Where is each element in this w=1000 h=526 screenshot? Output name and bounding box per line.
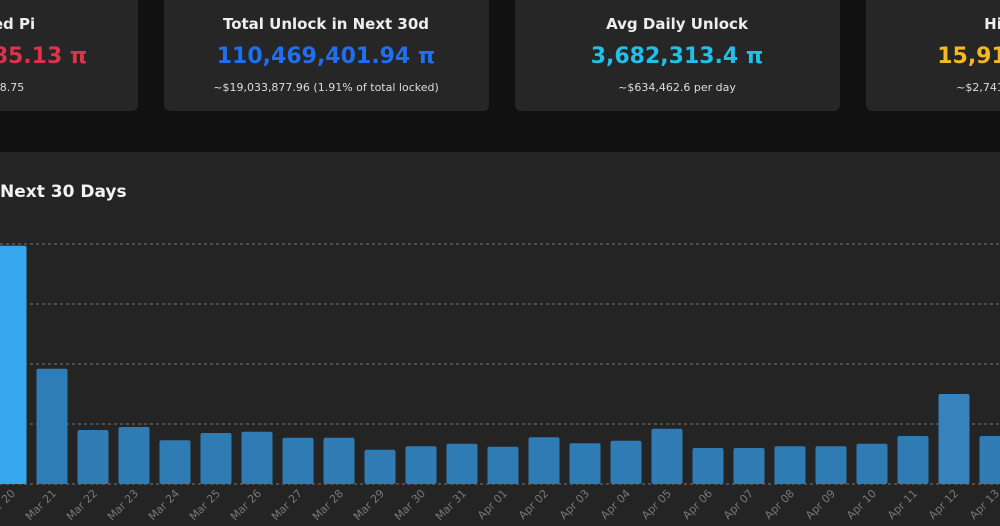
- bar: [815, 446, 847, 484]
- bar: [405, 446, 437, 484]
- card-subtitle: ~$19,033,877.96 (1.91% of total locked): [213, 81, 439, 94]
- card: [515, 0, 840, 111]
- card-title: Avg Daily Unlock: [606, 15, 749, 33]
- bar: [979, 436, 1000, 484]
- bar: [569, 443, 601, 484]
- card-value: 110,469,401.94 π: [217, 44, 436, 69]
- bar: [446, 443, 478, 484]
- card-subtitle: ~$634,462.6 per day: [618, 81, 736, 94]
- card-value: 15,91: [937, 44, 1000, 69]
- bar: [0, 245, 27, 484]
- bar: [200, 433, 232, 484]
- bar: [856, 443, 888, 484]
- chart-title: Next 30 Days: [0, 182, 127, 202]
- bar: [282, 437, 314, 484]
- card-value: 3,682,313.4 π: [591, 44, 764, 69]
- card-subtitle: 8.75: [0, 81, 24, 94]
- card: [0, 0, 138, 111]
- card-value: 85.13 π: [0, 44, 87, 69]
- bar: [487, 446, 519, 484]
- bar: [36, 368, 68, 484]
- bar: [692, 448, 724, 484]
- bar: [159, 440, 191, 484]
- bar: [733, 448, 765, 484]
- bar: [610, 440, 642, 484]
- bar: [897, 436, 929, 484]
- bar: [323, 437, 355, 484]
- bar: [118, 427, 150, 484]
- card: [164, 0, 489, 111]
- card-title: Total Unlock in Next 30d: [223, 15, 429, 33]
- card: [866, 0, 1000, 111]
- bar: [241, 431, 273, 484]
- bar: [938, 394, 970, 484]
- bar: [77, 430, 109, 484]
- card-subtitle: ~$2,741: [956, 81, 1000, 94]
- bar: [364, 449, 396, 484]
- bar: [774, 446, 806, 484]
- bar: [651, 428, 683, 484]
- bar: [528, 437, 560, 484]
- card-title: ed Pi: [0, 15, 35, 33]
- card-title: Hi: [984, 15, 1000, 33]
